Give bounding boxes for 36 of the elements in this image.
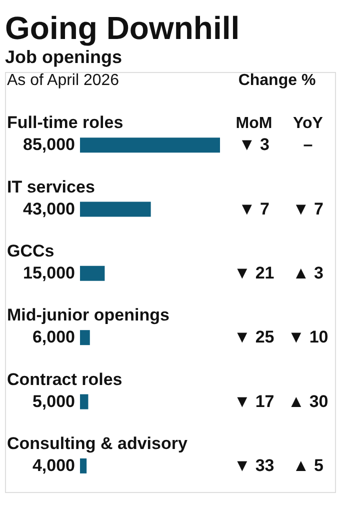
text: YoY [293,115,324,132]
text: ▼ 21 [234,263,274,282]
bar [80,202,151,217]
text: ▼ 3 [238,135,270,154]
text: ▼ 7 [238,199,270,218]
data-label: 85,000 [23,135,75,154]
text: ▲ 5 [292,456,324,475]
text: ▼ 10 [288,328,328,347]
text: Change % [238,72,316,89]
y-tick-label: IT services [7,177,95,196]
y-tick-label: GCCs [7,241,54,260]
bar [80,266,105,281]
text: ▲ 3 [292,263,324,282]
data-label: 15,000 [23,263,75,282]
bar [80,394,88,410]
y-tick-label: Mid-junior openings [7,306,170,325]
text: ▼ 33 [234,456,274,475]
text: ▼ 17 [234,392,274,411]
data-label: 6,000 [32,328,75,347]
text: ▼ 7 [292,199,324,218]
text: ▼ 25 [234,328,274,347]
text: As of April 2026 [7,72,120,89]
y-tick-label: Consulting & advisory [7,434,188,453]
text: MoM [236,115,272,132]
chart-title: Going Downhill [5,10,240,46]
bar [80,138,220,153]
text: ▲ 30 [288,392,328,411]
data-label: 5,000 [32,392,75,411]
data-label: 43,000 [23,199,75,218]
chart-subtitle: Job openings [5,47,122,67]
bar [80,458,87,474]
y-tick-label: Contract roles [7,370,122,389]
y-tick-label: Full-time roles [7,113,124,132]
text: – [303,135,313,154]
bar [80,330,90,346]
data-label: 4,000 [32,456,75,475]
